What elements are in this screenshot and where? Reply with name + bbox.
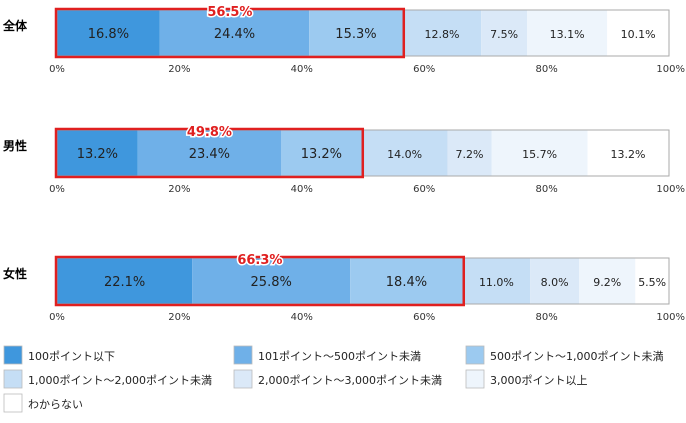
value-label: 15.7% — [522, 148, 557, 161]
highlight-total-label: 56.5% — [207, 5, 252, 20]
legend-item: わからない — [3, 393, 83, 413]
x-tick-label: 80% — [535, 64, 557, 75]
legend-item: 500ポイント～1,000ポイント未満 — [465, 345, 664, 365]
legend-item: 2,000ポイント～3,000ポイント未満 — [233, 369, 442, 389]
legend-label: 100ポイント以下 — [28, 350, 115, 363]
x-tick-label: 20% — [168, 312, 190, 323]
legend-item: 3,000ポイント以上 — [465, 369, 588, 389]
value-label: 24.4% — [214, 27, 255, 42]
bar-segment — [361, 130, 448, 176]
legend-swatch — [465, 369, 485, 389]
bar-segment — [159, 10, 310, 56]
x-tick-label: 100% — [656, 312, 685, 323]
value-label: 13.2% — [611, 148, 646, 161]
legend-label: 1,000ポイント～2,000ポイント未満 — [28, 374, 212, 387]
category-label: 全体 — [2, 18, 28, 33]
bar-segment — [481, 10, 528, 56]
x-tick-label: 0% — [49, 312, 65, 323]
value-label: 14.0% — [387, 148, 422, 161]
bar-segment — [491, 130, 588, 176]
bar-segment — [527, 10, 608, 56]
x-tick-label: 0% — [49, 64, 65, 75]
highlight-box — [54, 127, 365, 179]
legend-label: 2,000ポイント～3,000ポイント未満 — [258, 374, 442, 387]
legend-item: 100ポイント以下 — [3, 345, 115, 365]
x-tick-label: 40% — [291, 64, 313, 75]
x-tick-label: 40% — [291, 184, 313, 195]
legend-swatch — [233, 345, 253, 365]
bar-segment — [530, 258, 580, 304]
x-tick-label: 100% — [656, 184, 685, 195]
legend-swatch — [233, 369, 253, 389]
bar-segment — [350, 258, 463, 304]
value-label: 23.4% — [189, 147, 230, 162]
bar-segment — [57, 258, 193, 304]
highlight-box — [54, 7, 406, 59]
x-tick-label: 60% — [413, 312, 435, 323]
value-label: 9.2% — [593, 276, 621, 289]
x-tick-label: 100% — [656, 64, 685, 75]
bar-segment — [57, 10, 160, 56]
legend-item: 101ポイント～500ポイント未満 — [233, 345, 421, 365]
bar-row: 男性 13.2% 23.4% 13.2% 14.0% 7.2% 15.7% 13.2% 49.8… — [3, 124, 685, 196]
bar-segment — [137, 130, 281, 176]
bar-row: 女性 22.1% 25.8% 18.4% 11.0% 8.0% 9.2% 5.5% 66.3% 0… — [3, 252, 685, 324]
legend-label: 101ポイント～500ポイント未満 — [258, 350, 421, 363]
legend-item: 1,000ポイント～2,000ポイント未満 — [3, 369, 212, 389]
value-label: 5.5% — [638, 276, 666, 289]
x-tick-label: 20% — [168, 184, 190, 195]
value-label: 25.8% — [251, 275, 292, 290]
x-tick-label: 20% — [168, 64, 190, 75]
bar-segment — [280, 130, 362, 176]
highlight-total-label: 49.8% — [187, 125, 232, 140]
bar-segment — [462, 258, 531, 304]
category-label: 男性 — [3, 138, 27, 153]
bar-segment — [607, 10, 669, 56]
bar-segment — [635, 258, 669, 304]
legend-swatch — [465, 345, 485, 365]
value-label: 13.1% — [550, 28, 585, 41]
x-tick-label: 0% — [49, 184, 65, 195]
legend-swatch — [3, 393, 23, 413]
legend-label: 500ポイント～1,000ポイント未満 — [490, 350, 664, 363]
legend-label: 3,000ポイント以上 — [490, 374, 588, 387]
value-label: 18.4% — [386, 275, 427, 290]
bar-segment — [402, 10, 482, 56]
value-label: 15.3% — [335, 27, 376, 42]
bar-segment — [57, 130, 138, 176]
value-label: 7.2% — [456, 148, 484, 161]
legend: 100ポイント以下 101ポイント～500ポイント未満 500ポイント～1,000ポ… — [3, 345, 664, 413]
x-tick-label: 60% — [413, 184, 435, 195]
x-tick-label: 60% — [413, 64, 435, 75]
value-label: 11.0% — [479, 276, 514, 289]
bar-row: 全体 16.8% 24.4% 15.3% 12.8% 7.5% 13.1% 10.1% 56.5… — [2, 4, 685, 76]
value-label: 12.8% — [424, 28, 459, 41]
highlight-total-label: 66.3% — [237, 253, 282, 268]
legend-label: わからない — [28, 398, 83, 411]
x-tick-label: 80% — [535, 184, 557, 195]
bar-segment — [309, 10, 403, 56]
bar-segment — [192, 258, 351, 304]
x-tick-label: 80% — [535, 312, 557, 323]
value-label: 16.8% — [88, 27, 129, 42]
value-label: 22.1% — [104, 275, 145, 290]
legend-swatch — [3, 345, 23, 365]
value-label: 13.2% — [301, 147, 342, 162]
category-label: 女性 — [3, 266, 27, 281]
bar-segment — [579, 258, 636, 304]
value-label: 8.0% — [541, 276, 569, 289]
value-label: 7.5% — [490, 28, 518, 41]
legend-swatch — [3, 369, 23, 389]
x-tick-label: 40% — [291, 312, 313, 323]
highlight-box — [54, 255, 466, 307]
value-label: 10.1% — [621, 28, 656, 41]
bar-segment — [587, 130, 669, 176]
bar-segment — [447, 130, 492, 176]
value-label: 13.2% — [77, 147, 118, 162]
